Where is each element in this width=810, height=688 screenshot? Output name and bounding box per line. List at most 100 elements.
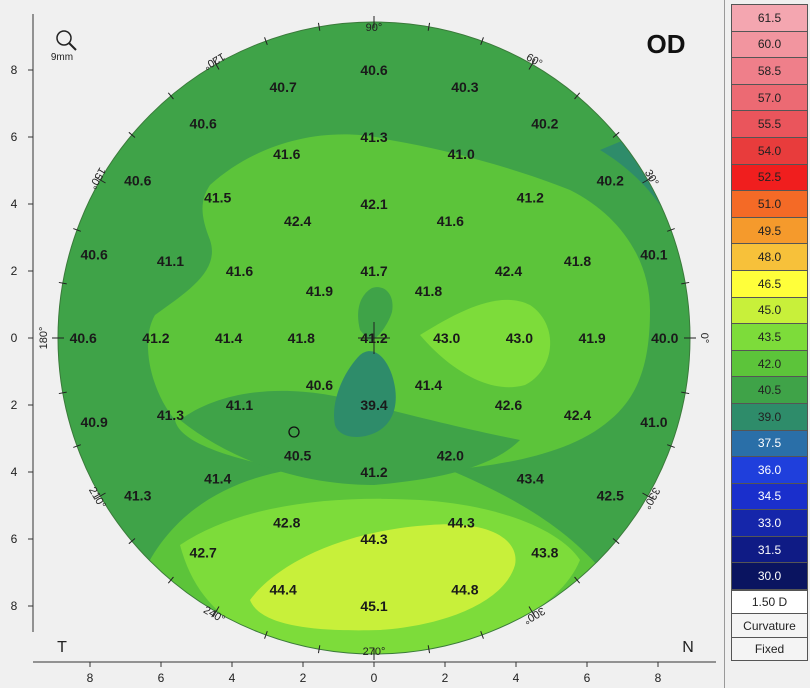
zone-40-5-lower-band xyxy=(180,390,520,485)
angle-tick xyxy=(427,645,431,654)
angle-tick xyxy=(73,444,81,448)
curvature-value: 41.9 xyxy=(306,283,333,299)
curvature-value: 41.3 xyxy=(124,487,151,503)
angle-tick xyxy=(317,22,321,31)
legend-swatch: 30.0 xyxy=(731,562,808,590)
curvature-value: 42.4 xyxy=(284,213,311,229)
legend-swatch: 43.5 xyxy=(731,323,808,350)
curvature-value: 40.6 xyxy=(70,330,97,346)
panel-divider xyxy=(724,0,725,688)
curvature-value: 42.5 xyxy=(597,487,624,503)
curvature-value: 42.0 xyxy=(437,447,464,463)
curvature-value: 41.0 xyxy=(448,146,475,162)
angle-tick xyxy=(528,58,536,70)
curvature-value: 43.0 xyxy=(506,330,533,346)
curvature-value: 41.7 xyxy=(360,263,387,279)
curvature-value: 42.4 xyxy=(564,407,591,423)
scale-type-label[interactable]: Fixed xyxy=(731,638,808,662)
legend-swatch: 45.0 xyxy=(731,296,808,324)
angle-tick xyxy=(681,391,690,395)
legend-swatch: 51.0 xyxy=(731,190,808,217)
curvature-value: 41.2 xyxy=(360,464,387,480)
angle-label: 90° xyxy=(366,22,383,34)
y-tick-label: 8 xyxy=(11,63,18,77)
x-tick-label: 8 xyxy=(87,671,94,685)
curvature-value: 41.3 xyxy=(157,407,184,423)
curvature-value: 41.4 xyxy=(415,377,442,393)
apex-marker xyxy=(288,426,300,438)
x-tick-label: 0 xyxy=(371,671,378,685)
step-size-label[interactable]: 1.50 D xyxy=(731,590,808,615)
zoom-icon[interactable] xyxy=(56,30,77,51)
angle-tick xyxy=(73,228,81,232)
legend-swatch: 60.0 xyxy=(731,30,808,58)
legend-swatch: 55.5 xyxy=(731,110,808,137)
zone-43-5-right xyxy=(420,299,551,388)
angle-tick xyxy=(612,131,620,138)
curvature-value: 41.3 xyxy=(360,129,387,145)
color-scale-legend: 61.5 60.0 58.5 57.0 55.5 54.0 52.5 51.0 49.5 48.0… xyxy=(731,4,808,662)
angle-label: 180° xyxy=(38,327,50,350)
legend-swatch: 40.5 xyxy=(731,376,808,403)
eye-label: OD xyxy=(647,29,686,59)
curvature-value: 41.8 xyxy=(564,253,591,269)
legend-swatch: 42.0 xyxy=(731,349,808,377)
curvature-value: 40.3 xyxy=(451,79,478,95)
y-tick-label: 2 xyxy=(11,398,18,412)
x-tick-label: 8 xyxy=(655,671,662,685)
curvature-value: 42.6 xyxy=(495,397,522,413)
curvature-value: 42.7 xyxy=(190,544,217,560)
legend-swatch: 54.0 xyxy=(731,136,808,164)
y-tick-label: 0 xyxy=(11,331,18,345)
curvature-value: 42.4 xyxy=(495,263,522,279)
curvature-value: 40.6 xyxy=(80,246,107,262)
y-tick-label: 2 xyxy=(11,264,18,278)
map-mode-label[interactable]: Curvature xyxy=(731,614,808,639)
curvature-value: 40.6 xyxy=(124,173,151,189)
curvature-value: 42.1 xyxy=(360,196,387,212)
curvature-value: 40.0 xyxy=(651,330,678,346)
y-tick-label: 4 xyxy=(11,465,18,479)
y-axis-ticks: 8 6 4 2 0 2 4 6 8 xyxy=(11,63,33,613)
curvature-value: 41.5 xyxy=(204,189,231,205)
x-axis-ticks: 8 6 4 2 0 2 4 6 8 xyxy=(87,662,662,685)
zone-39-0-center xyxy=(334,351,396,437)
curvature-value: 41.6 xyxy=(226,263,253,279)
legend-swatch: 33.0 xyxy=(731,509,808,536)
curvature-value: 45.1 xyxy=(360,598,387,614)
angle-tick xyxy=(58,391,67,395)
legend-swatch: 48.0 xyxy=(731,243,808,270)
legend-swatch: 57.0 xyxy=(731,83,808,111)
curvature-value: 40.6 xyxy=(360,62,387,78)
angle-tick xyxy=(317,645,321,654)
angle-tick xyxy=(264,37,268,45)
angle-tick xyxy=(167,92,174,100)
curvature-value: 44.3 xyxy=(360,531,387,547)
curvature-value: 40.6 xyxy=(306,377,333,393)
curvature-value: 44.8 xyxy=(451,581,478,597)
curvature-value: 41.4 xyxy=(215,330,242,346)
angle-tick xyxy=(574,576,581,584)
angle-tick xyxy=(681,281,690,285)
curvature-value: 43.4 xyxy=(517,471,544,487)
legend-swatch: 52.5 xyxy=(731,163,808,191)
legend-swatch: 46.5 xyxy=(731,269,808,297)
zone-45-0-bottom xyxy=(250,524,516,631)
x-tick-label: 4 xyxy=(513,671,520,685)
angle-tick xyxy=(667,444,675,448)
angle-tick xyxy=(264,631,268,639)
curvature-value: 40.9 xyxy=(80,414,107,430)
legend-swatch: 49.5 xyxy=(731,216,808,244)
legend-swatch: 31.5 xyxy=(731,535,808,563)
curvature-value: 41.1 xyxy=(226,397,253,413)
angle-tick xyxy=(94,176,106,184)
legend-swatch: 39.0 xyxy=(731,402,808,430)
curvature-value: 40.2 xyxy=(531,116,558,132)
angle-tick xyxy=(480,631,484,639)
y-tick-label: 4 xyxy=(11,197,18,211)
legend-swatch: 37.5 xyxy=(731,429,808,457)
legend-swatch: 34.5 xyxy=(731,482,808,510)
y-tick-label: 8 xyxy=(11,599,18,613)
